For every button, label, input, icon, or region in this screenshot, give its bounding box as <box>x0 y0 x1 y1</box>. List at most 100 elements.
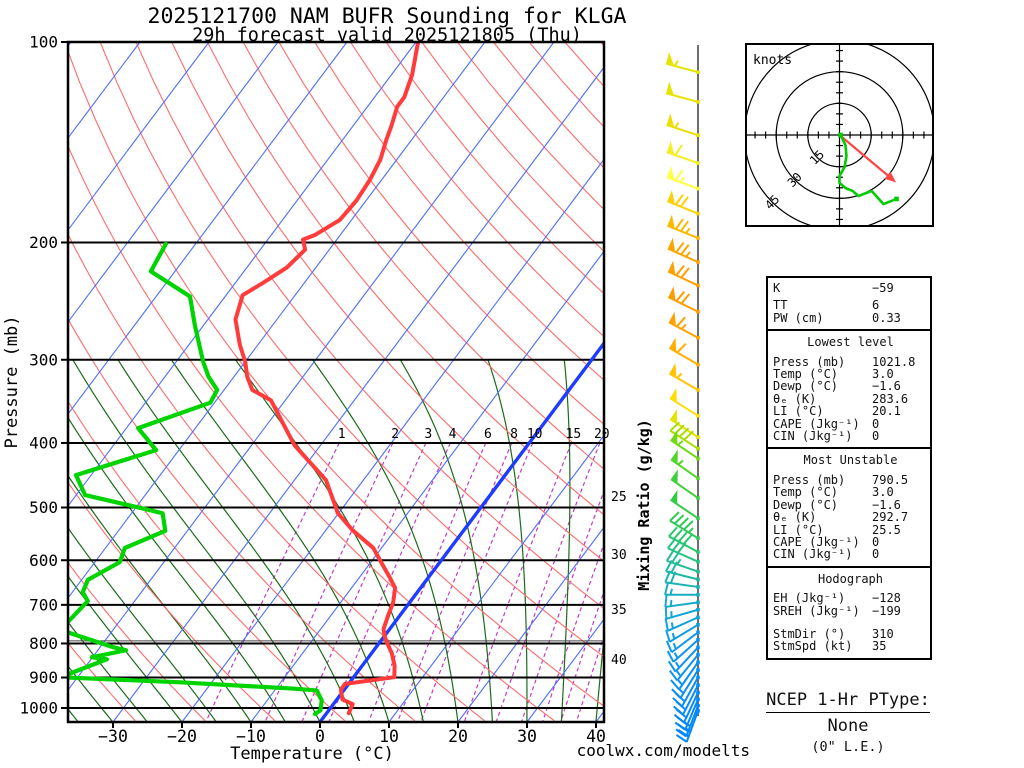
stat-value: 20.1 <box>872 404 901 419</box>
hodograph-trace-marker <box>894 196 899 202</box>
stat-value: 1021.8 <box>872 354 916 369</box>
stat-value: 25.5 <box>872 522 901 537</box>
hodograph-trace <box>838 134 897 206</box>
wind-barb <box>665 630 700 654</box>
stat-row: SREH (Jkg⁻¹) −199 <box>773 603 928 618</box>
stat-label: PW (cm) <box>773 310 824 325</box>
temperature-tick-label: −10 <box>236 727 266 746</box>
wind-barb <box>668 337 700 367</box>
isotherms <box>68 42 604 722</box>
stat-value: 3.0 <box>872 367 894 382</box>
wind-barb <box>665 622 700 643</box>
chart-title-line2: 29h forecast valid 2025121805 (Thu) <box>192 25 582 46</box>
wind-barb <box>675 703 700 738</box>
stat-label: Temp (°C) <box>773 485 839 500</box>
wind-barb <box>667 260 700 288</box>
wind-barb <box>667 237 700 264</box>
stat-value: 3.0 <box>872 485 894 500</box>
stat-value: 0 <box>872 429 880 444</box>
stat-row: CAPE (Jkg⁻¹) 0 <box>773 534 928 549</box>
stat-label: Temp (°C) <box>773 367 839 382</box>
mixing-ratio-label: 35 <box>611 603 627 618</box>
wind-barb <box>666 166 700 191</box>
storm-motion-arrow <box>838 134 894 181</box>
mixing-ratio-label: 15 <box>566 427 582 442</box>
pressure-tick-label: 100 <box>29 33 58 52</box>
stat-value: 0 <box>872 534 880 549</box>
wind-barb <box>670 469 700 500</box>
stat-label: Dewp (°C) <box>773 379 839 394</box>
section-header: Lowest level <box>807 335 894 350</box>
temperature-tick-label: 10 <box>379 727 399 746</box>
temperature-axis-label: Temperature (°C) <box>230 744 394 764</box>
pressure-tick-label: 800 <box>29 634 58 653</box>
stat-value: 310 <box>872 626 894 641</box>
pressure-tick-label: 400 <box>29 433 58 452</box>
ptype-panel: NCEP 1-Hr PType: None (0" L.E.) <box>748 690 948 755</box>
temperature-tick-label: 30 <box>517 727 537 746</box>
stat-row: Temp (°C) 3.0 <box>773 367 928 382</box>
plot-border <box>66 40 606 724</box>
temperature-tick-label: 20 <box>448 727 468 746</box>
hodograph-border <box>745 43 934 227</box>
temperature-tick-label: 0 <box>315 727 325 746</box>
temperature-curve <box>233 42 421 716</box>
ptype-heading: NCEP 1-Hr PType: <box>766 690 930 713</box>
stat-value: −1.6 <box>872 379 901 394</box>
stat-label: CAPE (Jkg⁻¹) <box>773 416 860 431</box>
wind-barb <box>668 653 700 682</box>
ptype-detail: (0" L.E.) <box>811 739 885 755</box>
hodograph-ring-label: 15 <box>807 147 827 167</box>
stat-row: CIN (Jkg⁻¹) 0 <box>773 548 928 561</box>
mixing-ratio-label: 2 <box>391 427 399 442</box>
mixing-ratio-lines <box>205 442 604 722</box>
section-header: Most Unstable <box>803 453 898 468</box>
ptype-value: None <box>827 716 869 736</box>
pressure-tick-label: 900 <box>29 668 58 687</box>
stat-label: EH (Jkg⁻¹) <box>773 591 846 606</box>
wind-barb <box>668 526 700 554</box>
stats-section: Most Unstable Press (mb) 790.5 Temp (°C) 3.0… <box>768 449 930 568</box>
mixing-ratio-label: 10 <box>527 427 543 442</box>
stat-value: 35 <box>872 639 887 654</box>
stat-label: K <box>773 281 781 295</box>
wind-barb <box>664 606 700 620</box>
wind-barb <box>669 409 700 439</box>
stat-label: Press (mb) <box>773 354 846 369</box>
stats-section: Lowest level Press (mb) 1021.8 Temp (°C) 3.0… <box>768 331 930 450</box>
wind-barb <box>664 570 700 589</box>
stat-value: 790.5 <box>872 472 909 487</box>
stat-label: Dewp (°C) <box>773 497 839 512</box>
stat-row: Press (mb) 790.5 <box>773 472 928 487</box>
chart-title-line1: 2025121700 NAM BUFR Sounding for KLGA <box>148 4 627 29</box>
stat-row: PW (cm) 0.33 <box>773 310 928 325</box>
temperature-tick-label: −20 <box>167 727 197 746</box>
stat-label: θₑ (K) <box>773 391 817 406</box>
stat-value: 0.33 <box>872 310 901 325</box>
wind-barb <box>665 549 700 574</box>
stat-row: StmSpd (kt) 35 <box>773 639 928 654</box>
mixing-ratio-label: 20 <box>594 427 610 442</box>
wind-barb <box>670 430 700 461</box>
hodograph-trace-marker <box>838 132 843 138</box>
mixing-ratio-label: 1 <box>338 427 346 442</box>
stat-label: StmSpd (kt) <box>773 639 853 654</box>
wind-barb <box>664 615 700 632</box>
stat-row: K −59 <box>773 281 928 295</box>
stat-row: EH (Jkg⁻¹) −128 <box>773 591 928 606</box>
wind-barb <box>666 113 700 137</box>
stat-label: SREH (Jkg⁻¹) <box>773 603 860 618</box>
wind-barb <box>666 141 700 165</box>
stat-row: CIN (Jkg⁻¹) 0 <box>773 429 928 444</box>
storm-motion-arrowhead <box>884 171 897 183</box>
stat-row: Press (mb) 1021.8 <box>773 354 928 369</box>
stat-row: CAPE (Jkg⁻¹) 0 <box>773 416 928 431</box>
stat-label: LI (°C) <box>773 404 824 419</box>
wind-barb <box>667 214 700 240</box>
mixing-ratio-label: 30 <box>611 548 627 563</box>
zero-isotherm <box>318 340 604 722</box>
hodograph-units-label: knots <box>753 53 792 68</box>
mixing-ratio-labels: 1 2 3 4 6 8 10 15 20 25 30 35 40 <box>338 427 627 668</box>
